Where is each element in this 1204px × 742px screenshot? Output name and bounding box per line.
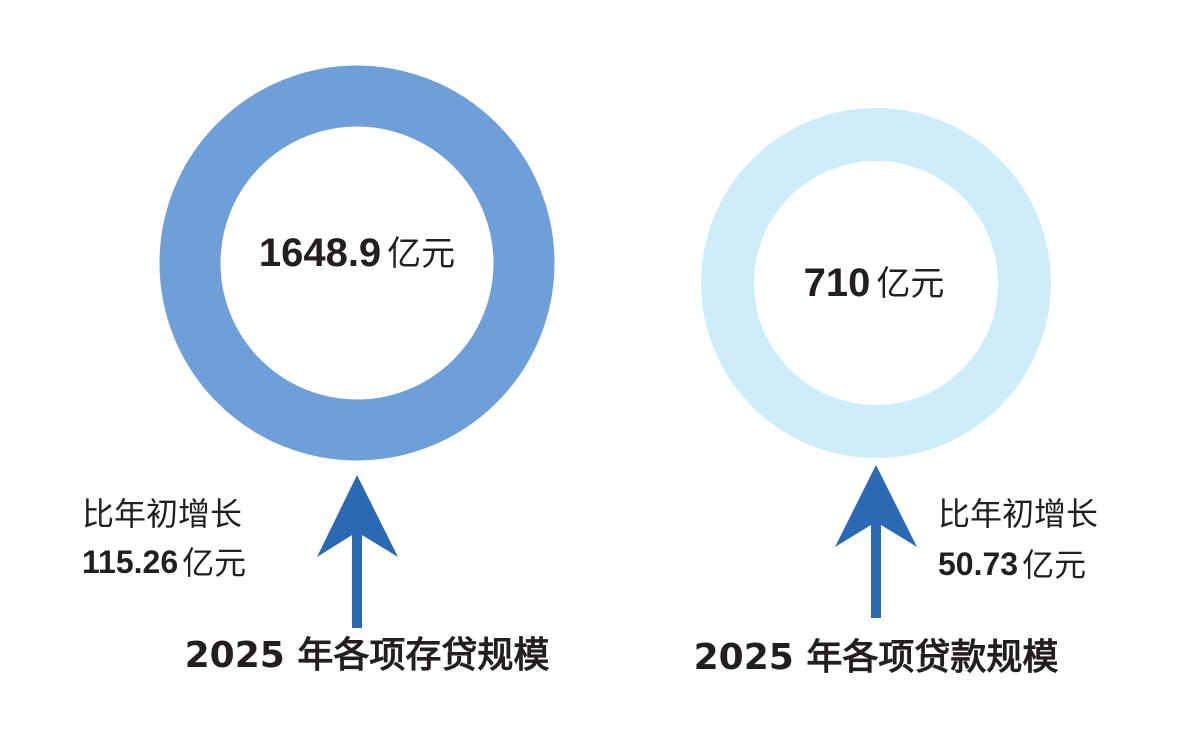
value: 710 xyxy=(804,261,871,305)
caption: 2025 年各项贷款规模 xyxy=(694,637,1059,678)
growth-value: 115.26 xyxy=(82,544,178,580)
unit: 亿元 xyxy=(1022,546,1086,584)
value: 1648.9 xyxy=(259,231,381,275)
ring-value: 1648.9 亿元 xyxy=(259,231,455,275)
ring xyxy=(159,65,555,461)
unit: 亿元 xyxy=(182,544,246,582)
unit: 亿元 xyxy=(387,234,455,274)
ring xyxy=(701,108,1051,458)
arrow xyxy=(317,475,398,628)
growth: 50.73 亿元 xyxy=(938,546,1086,584)
arrow xyxy=(835,465,917,618)
growth-label: 比年初增长 xyxy=(938,495,1098,533)
unit: 亿元 xyxy=(876,264,944,304)
growth-label: 比年初增长 xyxy=(82,495,242,533)
ring-value: 710 亿元 xyxy=(804,261,945,305)
growth: 115.26 亿元 xyxy=(82,544,246,582)
caption: 2025 年各项存贷规模 xyxy=(185,635,550,676)
growth-value: 50.73 xyxy=(938,546,1018,582)
